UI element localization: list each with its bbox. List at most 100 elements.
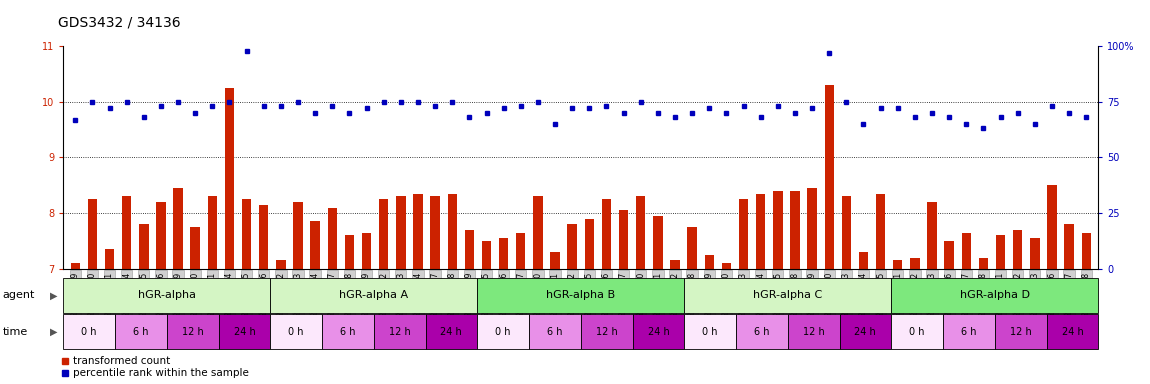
Bar [218, 314, 270, 349]
Bar [876, 194, 886, 269]
Bar [270, 314, 322, 349]
Bar [477, 314, 529, 349]
Bar [70, 263, 80, 269]
Text: agent: agent [2, 290, 34, 300]
Text: 0 h: 0 h [289, 327, 304, 337]
Bar [807, 188, 816, 269]
Bar [996, 235, 1005, 269]
Bar [567, 224, 577, 269]
Bar [1065, 224, 1074, 269]
Bar [756, 194, 766, 269]
Bar [115, 314, 167, 349]
Bar [943, 314, 995, 349]
Bar [477, 278, 684, 313]
Bar [328, 208, 337, 269]
Bar [447, 194, 457, 269]
Bar [688, 227, 697, 269]
Bar [995, 314, 1046, 349]
Bar [653, 216, 662, 269]
Text: 6 h: 6 h [961, 327, 976, 337]
Text: 12 h: 12 h [1010, 327, 1032, 337]
Bar [293, 202, 302, 269]
Bar [927, 202, 937, 269]
Bar [601, 199, 611, 269]
Bar [584, 219, 595, 269]
Bar [619, 210, 628, 269]
Bar [362, 233, 371, 269]
Bar [1046, 314, 1098, 349]
Bar [979, 258, 988, 269]
Text: 24 h: 24 h [854, 327, 876, 337]
Bar [1048, 185, 1057, 269]
Bar [842, 196, 851, 269]
Bar [891, 278, 1098, 313]
Bar [87, 199, 97, 269]
Bar [191, 227, 200, 269]
Text: hGR-alpha C: hGR-alpha C [753, 290, 822, 300]
Text: GDS3432 / 34136: GDS3432 / 34136 [58, 15, 181, 29]
Text: hGR-alpha B: hGR-alpha B [546, 290, 615, 300]
Text: time: time [2, 327, 28, 337]
Bar [139, 224, 148, 269]
Bar [156, 202, 166, 269]
Bar [380, 199, 389, 269]
Bar [122, 196, 131, 269]
Text: 0 h: 0 h [910, 327, 925, 337]
Text: 24 h: 24 h [233, 327, 255, 337]
Text: transformed count: transformed count [74, 356, 170, 366]
Text: 12 h: 12 h [389, 327, 411, 337]
Bar [944, 241, 953, 269]
Bar [1081, 233, 1091, 269]
Bar [551, 252, 560, 269]
Bar [413, 194, 423, 269]
Text: ▶: ▶ [49, 290, 58, 300]
Bar [426, 314, 477, 349]
Bar [632, 314, 684, 349]
Bar [738, 199, 749, 269]
Text: 12 h: 12 h [182, 327, 204, 337]
Bar [1030, 238, 1040, 269]
Bar [773, 191, 782, 269]
Bar [894, 260, 903, 269]
Text: 6 h: 6 h [547, 327, 562, 337]
Bar [465, 230, 474, 269]
Bar [374, 314, 426, 349]
Bar [208, 196, 217, 269]
Text: 24 h: 24 h [440, 327, 462, 337]
Bar [322, 314, 374, 349]
Bar [859, 252, 868, 269]
Bar [840, 314, 891, 349]
Text: 24 h: 24 h [647, 327, 669, 337]
Bar [705, 255, 714, 269]
Bar [1013, 230, 1022, 269]
Bar [430, 196, 439, 269]
Bar [167, 314, 218, 349]
Text: ▶: ▶ [49, 327, 58, 337]
Bar [345, 235, 354, 269]
Bar [105, 249, 114, 269]
Bar [910, 258, 920, 269]
Bar [242, 199, 252, 269]
Bar [684, 278, 891, 313]
Text: 0 h: 0 h [82, 327, 97, 337]
Text: 0 h: 0 h [496, 327, 511, 337]
Text: hGR-alpha: hGR-alpha [138, 290, 196, 300]
Bar [636, 196, 645, 269]
Bar [684, 314, 736, 349]
Bar [670, 260, 680, 269]
Bar [790, 191, 799, 269]
Bar [310, 222, 320, 269]
Bar [63, 278, 270, 313]
Bar [825, 85, 834, 269]
Bar [63, 314, 115, 349]
Text: 6 h: 6 h [340, 327, 355, 337]
Bar [722, 263, 731, 269]
Text: 0 h: 0 h [703, 327, 718, 337]
Bar [396, 196, 406, 269]
Bar [516, 233, 526, 269]
Bar [276, 260, 285, 269]
Bar [581, 314, 632, 349]
Text: percentile rank within the sample: percentile rank within the sample [74, 367, 250, 377]
Text: 6 h: 6 h [133, 327, 148, 337]
Bar [499, 238, 508, 269]
